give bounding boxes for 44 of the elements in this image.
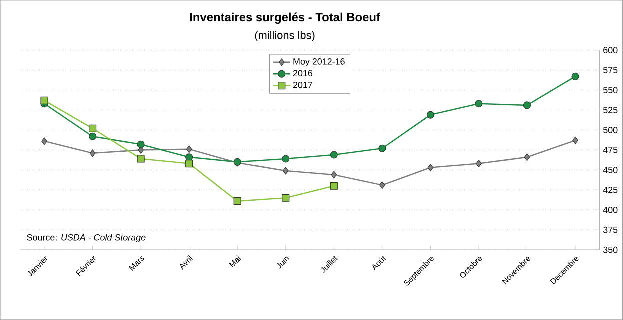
point bbox=[90, 149, 96, 157]
point bbox=[572, 72, 580, 80]
y-tick-label: 350 bbox=[603, 246, 618, 254]
point bbox=[476, 160, 482, 168]
y-tick-label: 500 bbox=[604, 126, 618, 134]
point bbox=[282, 194, 290, 202]
y-tick-label: 475 bbox=[603, 146, 618, 154]
point bbox=[378, 144, 386, 152]
y-tick-label: 450 bbox=[603, 166, 618, 174]
point bbox=[186, 153, 194, 161]
point bbox=[331, 171, 338, 179]
point bbox=[137, 140, 145, 148]
point bbox=[234, 197, 242, 205]
annotation: Source: USDA - Cold Storage bbox=[27, 234, 146, 242]
point bbox=[89, 132, 97, 140]
legend-label: 2017 bbox=[293, 82, 312, 88]
point bbox=[137, 155, 145, 163]
y-tick-label: 375 bbox=[603, 226, 618, 234]
point bbox=[282, 167, 289, 175]
chart-subtitle: (millions lbs) bbox=[255, 31, 315, 42]
y-tick-label: 425 bbox=[603, 186, 618, 194]
chart-title: Inventaires surgelés - Total Boeuf bbox=[190, 12, 380, 24]
point bbox=[186, 160, 194, 168]
point bbox=[380, 181, 386, 189]
legend-label: Moy 2012-16 bbox=[294, 58, 345, 66]
point bbox=[186, 145, 192, 153]
y-tick-label: 400 bbox=[603, 206, 618, 214]
point bbox=[89, 124, 97, 132]
point bbox=[330, 151, 338, 159]
point bbox=[330, 182, 338, 190]
point bbox=[428, 164, 434, 172]
y-tick-label: 600 bbox=[604, 46, 618, 54]
point bbox=[40, 96, 48, 104]
y-tick-label: 525 bbox=[604, 106, 618, 114]
point bbox=[42, 137, 48, 146]
point bbox=[524, 153, 530, 161]
legend-label: 2016 bbox=[293, 70, 313, 76]
point bbox=[426, 111, 434, 119]
point bbox=[523, 101, 531, 110]
y-tick-label: 575 bbox=[604, 66, 618, 74]
point bbox=[572, 136, 578, 144]
point bbox=[282, 155, 290, 163]
point bbox=[475, 100, 483, 108]
y-tick-label: 550 bbox=[604, 86, 618, 94]
